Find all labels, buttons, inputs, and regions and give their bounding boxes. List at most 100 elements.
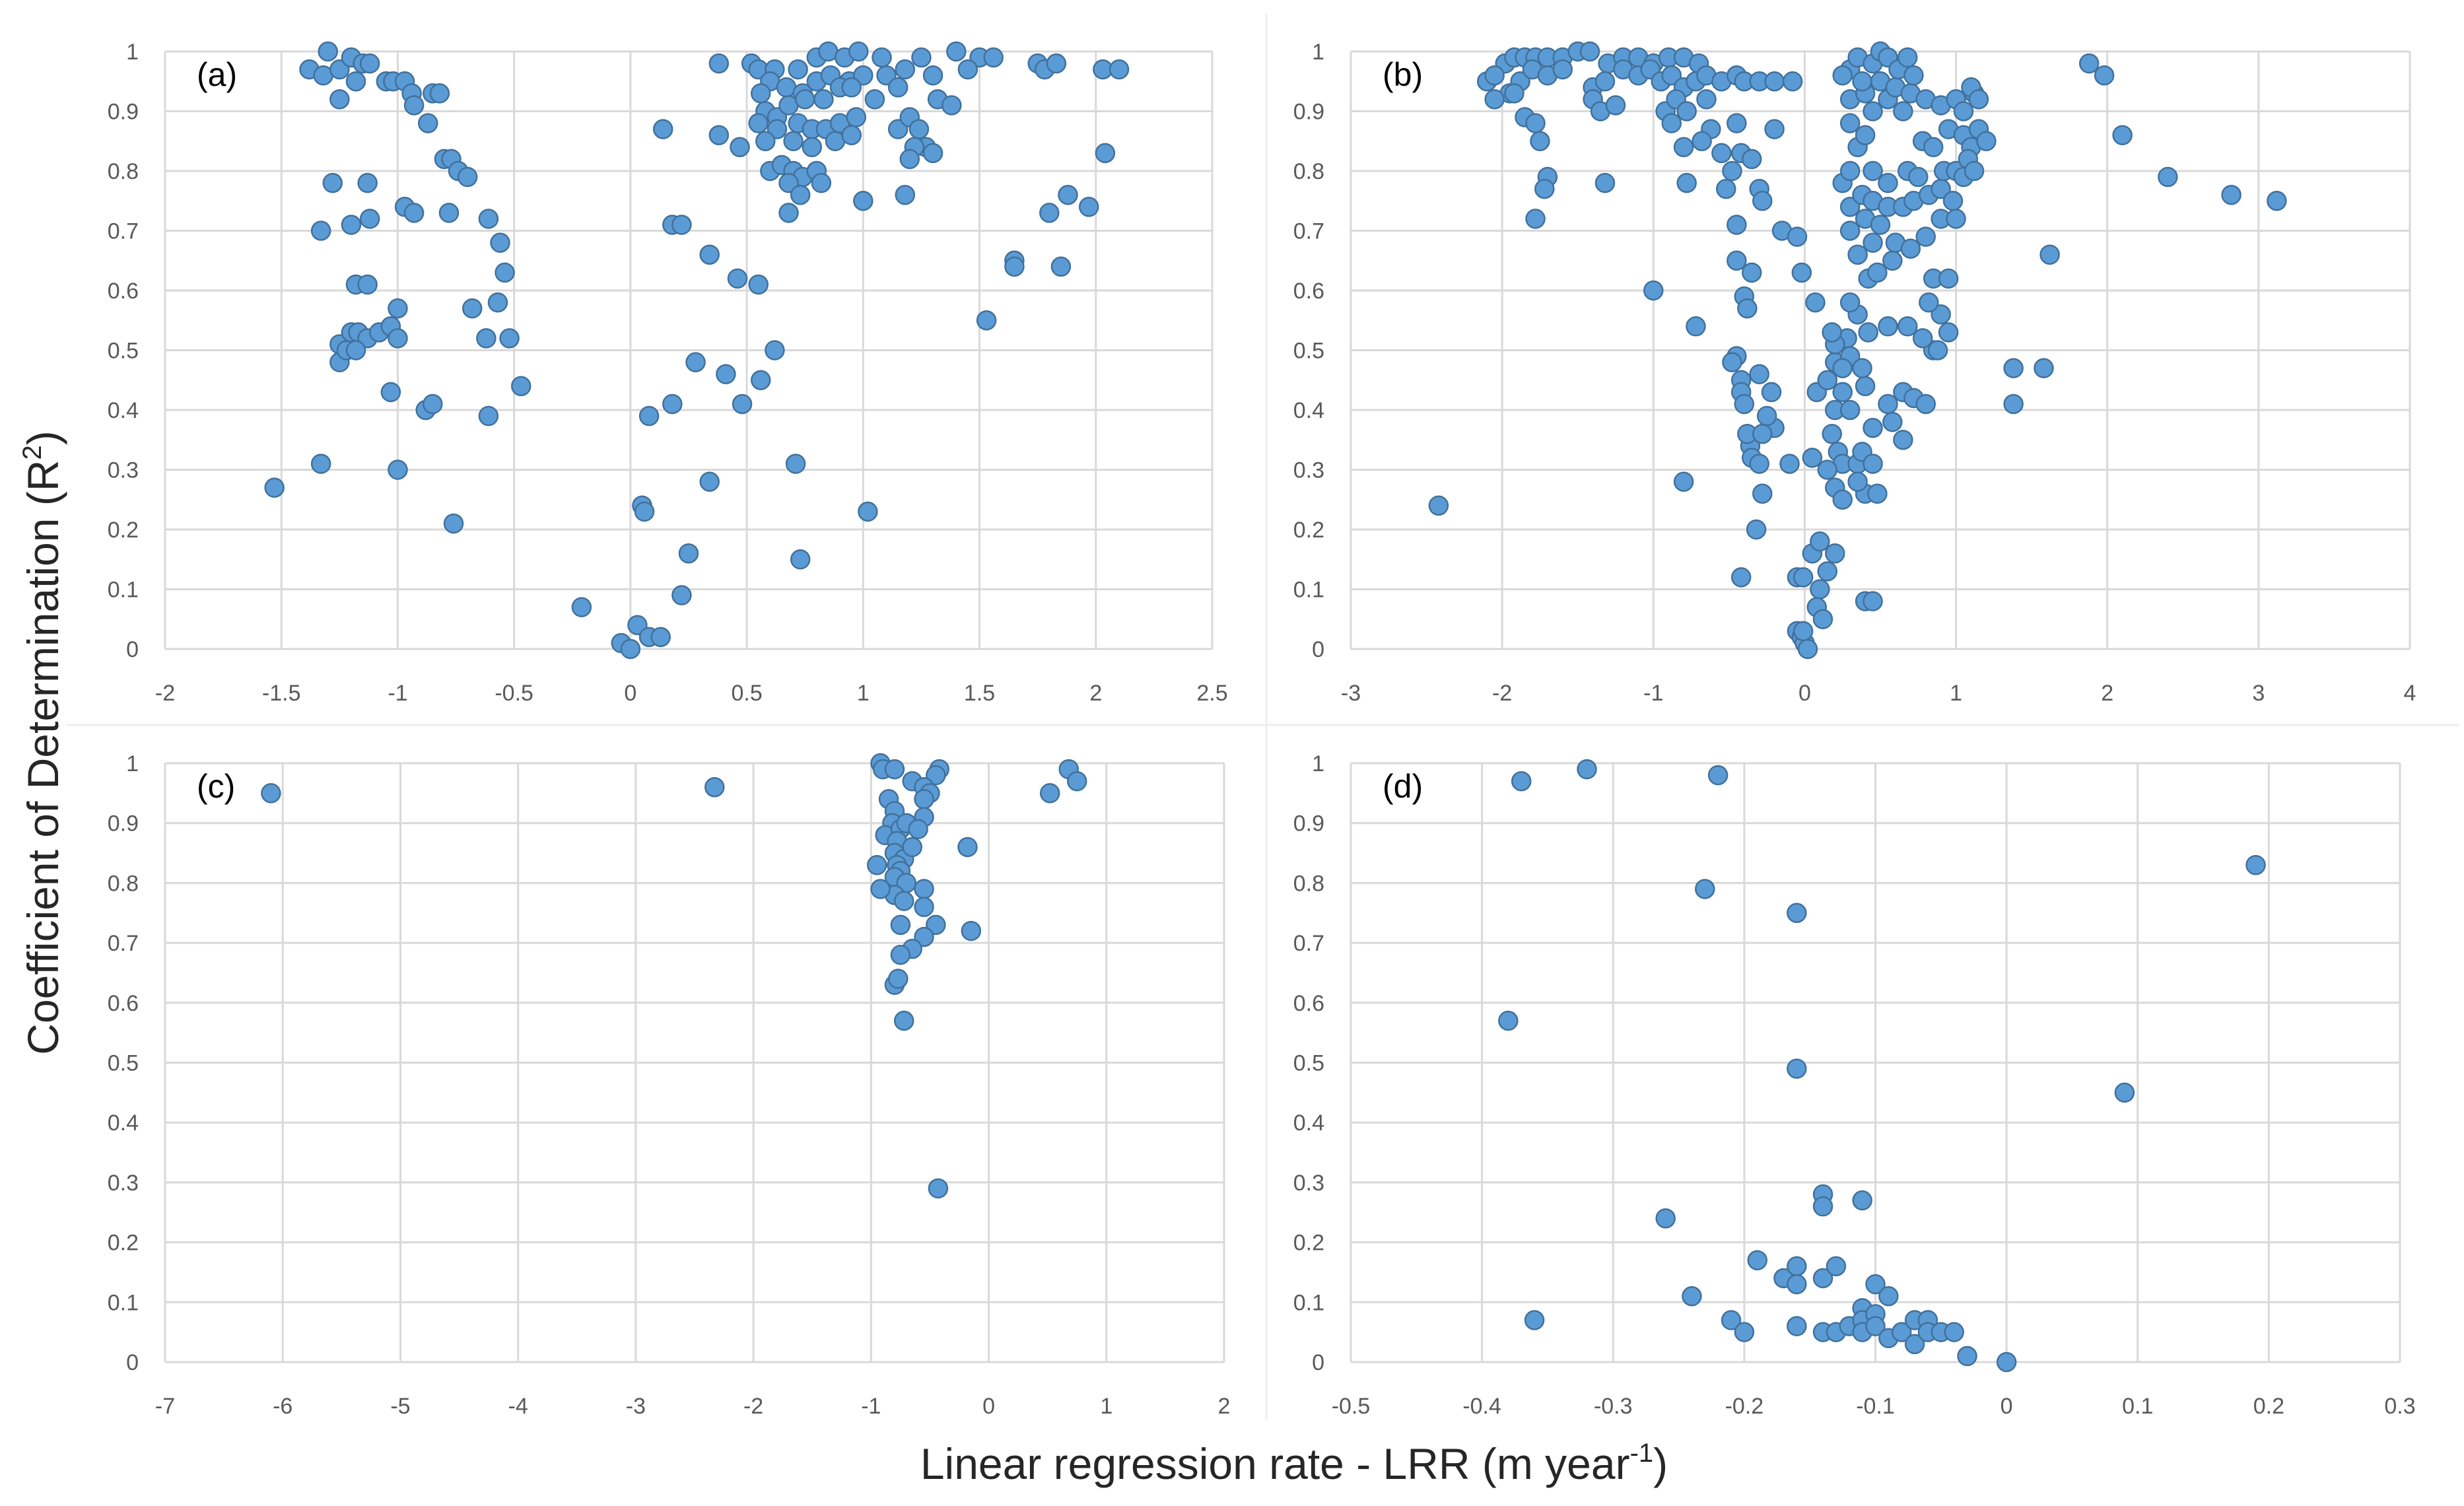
x-tick-label: 4 [2404,681,2416,706]
data-point [1976,131,1997,151]
x-tick-label: 0.1 [2122,1394,2153,1419]
data-point [1605,95,1626,116]
data-point [870,879,891,899]
data-point [357,172,378,193]
data-point [914,897,934,917]
data-point [1870,215,1891,235]
x-tick-label: -0.5 [495,681,533,706]
data-point [264,477,285,498]
panel-label: (a) [197,56,237,93]
data-point [1953,101,1974,121]
data-point [704,777,725,798]
data-point [678,543,699,564]
data-point [1878,172,1898,193]
data-point [864,89,885,110]
x-tick-label: -2 [155,681,175,706]
data-point [1676,101,1697,121]
data-point [1661,65,1682,86]
data-point [638,405,660,427]
data-point [1858,322,1878,343]
data-point [627,615,648,636]
data-point [922,65,943,86]
data-point [1078,197,1099,217]
panel-c: -7 -6 -5 -4 -3 -2 -1 0 1 2 0 0.1 0.2 0.3 0.4 0.5 0.6 0.7 0… [108,751,1231,1419]
y-tick-label: 0.7 [1293,931,1324,956]
data-point [1686,316,1706,337]
data-point [1797,638,1818,660]
data-point [1764,119,1785,139]
x-tick-label: 0 [1798,681,1811,706]
data-point [1752,191,1773,211]
x-tick-label: 1 [1950,681,1962,706]
x-axis-title: Linear regression rate - LRR (m year-1) [920,1439,1668,1488]
data-point [1752,483,1773,504]
y-tick-label: 0.3 [1293,1171,1324,1196]
y-tick-label: 0.3 [108,458,139,483]
data-point [1764,71,1785,92]
panel-label: (b) [1383,56,1423,93]
x-tick-label: 2.5 [1196,681,1227,706]
y-tick-label: 0.1 [1293,1290,1324,1315]
data-point [359,53,380,74]
data-point [893,1010,914,1031]
data-point [1534,178,1555,199]
data-point [1530,131,1550,151]
data-point [1882,411,1903,432]
data-point [866,854,887,875]
data-point [841,77,862,98]
y-tick-label: 0.6 [1293,279,1324,304]
data-point [895,59,916,80]
data-point [946,41,967,62]
data-point [1878,1285,1899,1307]
data-point [699,244,720,265]
data-point [841,125,862,145]
data-point [329,59,350,80]
data-point [1525,209,1546,229]
data-point [443,513,464,534]
data-point [1805,292,1826,313]
data-point [1730,567,1752,588]
data-point [357,274,378,295]
data-point [2034,358,2054,378]
y-tick-label: 0 [1312,1350,1324,1375]
data-point [778,172,799,193]
data-point [1826,1256,1847,1277]
data-point [957,59,978,80]
x-tick-label: 0 [624,681,636,706]
data-point [1787,226,1808,247]
y-tick-label: 0.4 [108,398,139,423]
data-point [341,215,362,235]
data-point [1791,262,1812,283]
data-point [751,83,771,104]
data-point [2114,1082,2135,1103]
data-point [1944,1322,1964,1342]
data-point [1904,1334,1925,1355]
x-tick-label: 3 [2252,681,2265,706]
data-point [476,328,496,349]
y-tick-label: 0.4 [108,1111,139,1136]
data-point [813,89,834,110]
data-point [478,405,499,427]
data-point [983,47,1004,68]
data-point [1484,89,1505,110]
data-point [1761,382,1782,403]
data-point [846,107,867,127]
data-point [716,364,736,384]
data-point [1058,184,1078,205]
data-point [1863,591,1883,611]
data-point [620,638,641,660]
data-point [1863,160,1883,182]
y-tick-label: 0.9 [108,100,139,125]
data-point [1747,1250,1767,1271]
data-point [1749,364,1769,384]
data-point [848,41,869,62]
data-point [1915,394,1936,415]
data-point [1787,1256,1807,1277]
y-tick-label: 0.5 [1293,339,1324,364]
y-tick-label: 0.8 [108,871,139,896]
x-tick-label: -0.1 [1856,1394,1895,1419]
data-point [1908,166,1929,188]
data-point [1882,250,1903,271]
data-point [1863,101,1883,121]
data-point [510,376,531,397]
